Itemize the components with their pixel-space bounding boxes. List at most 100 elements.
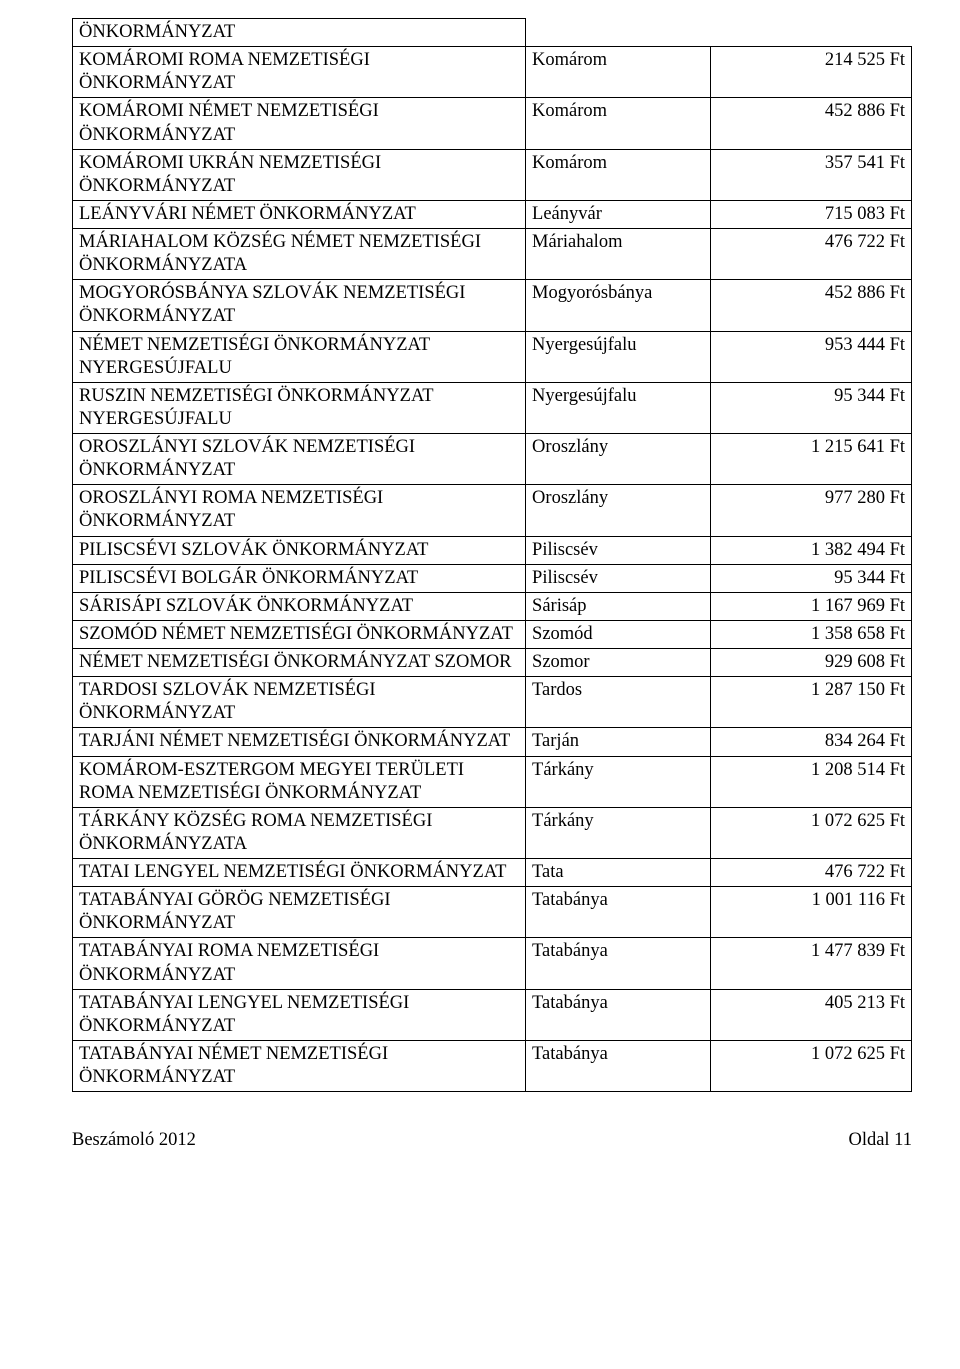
cell-place: Tata bbox=[526, 859, 711, 887]
cell-place: Mogyorósbánya bbox=[526, 280, 711, 331]
cell-place: Komárom bbox=[526, 149, 711, 200]
cell-amount: 95 344 Ft bbox=[710, 382, 911, 433]
cell-name: TATABÁNYAI GÖRÖG NEMZETISÉGI ÖNKORMÁNYZA… bbox=[73, 887, 526, 938]
cell-name: ÖNKORMÁNYZAT bbox=[73, 19, 526, 47]
cell-amount: 1 001 116 Ft bbox=[710, 887, 911, 938]
cell-amount: 1 072 625 Ft bbox=[710, 807, 911, 858]
cell-place: Tatabánya bbox=[526, 989, 711, 1040]
cell-amount: 715 083 Ft bbox=[710, 200, 911, 228]
cell-amount: 95 344 Ft bbox=[710, 564, 911, 592]
cell-place: Tarján bbox=[526, 728, 711, 756]
cell-place: Komárom bbox=[526, 47, 711, 98]
cell-amount: 1 382 494 Ft bbox=[710, 536, 911, 564]
cell-name: KOMÁROMI UKRÁN NEMZETISÉGI ÖNKORMÁNYZAT bbox=[73, 149, 526, 200]
table-row: KOMÁROMI UKRÁN NEMZETISÉGI ÖNKORMÁNYZATK… bbox=[73, 149, 912, 200]
cell-place: Leányvár bbox=[526, 200, 711, 228]
cell-place: Tatabánya bbox=[526, 1040, 711, 1091]
table-row: KOMÁROM-ESZTERGOM MEGYEI TERÜLETI ROMA N… bbox=[73, 756, 912, 807]
cell-place: Szomor bbox=[526, 649, 711, 677]
cell-amount: 476 722 Ft bbox=[710, 229, 911, 280]
cell-amount: 953 444 Ft bbox=[710, 331, 911, 382]
cell-place: Tatabánya bbox=[526, 887, 711, 938]
table-row: TATABÁNYAI LENGYEL NEMZETISÉGI ÖNKORMÁNY… bbox=[73, 989, 912, 1040]
cell-amount: 1 215 641 Ft bbox=[710, 434, 911, 485]
cell-amount: 834 264 Ft bbox=[710, 728, 911, 756]
cell-amount: 1 477 839 Ft bbox=[710, 938, 911, 989]
cell-place: Piliscsév bbox=[526, 536, 711, 564]
table-row: RUSZIN NEMZETISÉGI ÖNKORMÁNYZAT NYERGESÚ… bbox=[73, 382, 912, 433]
cell-amount: 1 167 969 Ft bbox=[710, 592, 911, 620]
cell-name: KOMÁROMI NÉMET NEMZETISÉGI ÖNKORMÁNYZAT bbox=[73, 98, 526, 149]
cell-name: OROSZLÁNYI SZLOVÁK NEMZETISÉGI ÖNKORMÁNY… bbox=[73, 434, 526, 485]
table-row: TÁRKÁNY KÖZSÉG ROMA NEMZETISÉGI ÖNKORMÁN… bbox=[73, 807, 912, 858]
table-row: NÉMET NEMZETISÉGI ÖNKORMÁNYZAT NYERGESÚJ… bbox=[73, 331, 912, 382]
table-row: OROSZLÁNYI SZLOVÁK NEMZETISÉGI ÖNKORMÁNY… bbox=[73, 434, 912, 485]
table-row: KOMÁROMI ROMA NEMZETISÉGI ÖNKORMÁNYZATKo… bbox=[73, 47, 912, 98]
table-row: TATABÁNYAI GÖRÖG NEMZETISÉGI ÖNKORMÁNYZA… bbox=[73, 887, 912, 938]
cell-amount: 214 525 Ft bbox=[710, 47, 911, 98]
cell-name: TATABÁNYAI ROMA NEMZETISÉGI ÖNKORMÁNYZAT bbox=[73, 938, 526, 989]
cell-place: Máriahalom bbox=[526, 229, 711, 280]
cell-amount: 977 280 Ft bbox=[710, 485, 911, 536]
table-row: OROSZLÁNYI ROMA NEMZETISÉGI ÖNKORMÁNYZAT… bbox=[73, 485, 912, 536]
cell-name: TATAI LENGYEL NEMZETISÉGI ÖNKORMÁNYZAT bbox=[73, 859, 526, 887]
cell-name: PILISCSÉVI SZLOVÁK ÖNKORMÁNYZAT bbox=[73, 536, 526, 564]
cell-place: Tardos bbox=[526, 677, 711, 728]
cell-place: Oroszlány bbox=[526, 434, 711, 485]
table-row: MÁRIAHALOM KÖZSÉG NÉMET NEMZETISÉGI ÖNKO… bbox=[73, 229, 912, 280]
cell-place: Tárkány bbox=[526, 807, 711, 858]
cell-place: Nyergesújfalu bbox=[526, 382, 711, 433]
table-row: TARJÁNI NÉMET NEMZETISÉGI ÖNKORMÁNYZATTa… bbox=[73, 728, 912, 756]
cell-empty bbox=[526, 19, 912, 47]
cell-name: NÉMET NEMZETISÉGI ÖNKORMÁNYZAT SZOMOR bbox=[73, 649, 526, 677]
table-row: TATABÁNYAI NÉMET NEMZETISÉGI ÖNKORMÁNYZA… bbox=[73, 1040, 912, 1091]
page-footer: Beszámoló 2012 Oldal 11 bbox=[72, 1130, 912, 1151]
cell-name: TATABÁNYAI LENGYEL NEMZETISÉGI ÖNKORMÁNY… bbox=[73, 989, 526, 1040]
cell-amount: 405 213 Ft bbox=[710, 989, 911, 1040]
cell-amount: 1 287 150 Ft bbox=[710, 677, 911, 728]
cell-amount: 452 886 Ft bbox=[710, 280, 911, 331]
table-row: NÉMET NEMZETISÉGI ÖNKORMÁNYZAT SZOMORSzo… bbox=[73, 649, 912, 677]
footer-right: Oldal 11 bbox=[848, 1130, 912, 1151]
cell-name: SÁRISÁPI SZLOVÁK ÖNKORMÁNYZAT bbox=[73, 592, 526, 620]
cell-name: MÁRIAHALOM KÖZSÉG NÉMET NEMZETISÉGI ÖNKO… bbox=[73, 229, 526, 280]
table-row: PILISCSÉVI SZLOVÁK ÖNKORMÁNYZATPiliscsév… bbox=[73, 536, 912, 564]
cell-amount: 357 541 Ft bbox=[710, 149, 911, 200]
cell-amount: 476 722 Ft bbox=[710, 859, 911, 887]
cell-name: TARDOSI SZLOVÁK NEMZETISÉGI ÖNKORMÁNYZAT bbox=[73, 677, 526, 728]
cell-amount: 929 608 Ft bbox=[710, 649, 911, 677]
cell-name: RUSZIN NEMZETISÉGI ÖNKORMÁNYZAT NYERGESÚ… bbox=[73, 382, 526, 433]
cell-name: TATABÁNYAI NÉMET NEMZETISÉGI ÖNKORMÁNYZA… bbox=[73, 1040, 526, 1091]
cell-name: KOMÁROMI ROMA NEMZETISÉGI ÖNKORMÁNYZAT bbox=[73, 47, 526, 98]
cell-place: Tatabánya bbox=[526, 938, 711, 989]
cell-name: MOGYORÓSBÁNYA SZLOVÁK NEMZETISÉGI ÖNKORM… bbox=[73, 280, 526, 331]
table-row: TARDOSI SZLOVÁK NEMZETISÉGI ÖNKORMÁNYZAT… bbox=[73, 677, 912, 728]
cell-amount: 1 072 625 Ft bbox=[710, 1040, 911, 1091]
table-row: LEÁNYVÁRI NÉMET ÖNKORMÁNYZATLeányvár715 … bbox=[73, 200, 912, 228]
page: ÖNKORMÁNYZATKOMÁROMI ROMA NEMZETISÉGI ÖN… bbox=[0, 0, 960, 1175]
cell-name: TÁRKÁNY KÖZSÉG ROMA NEMZETISÉGI ÖNKORMÁN… bbox=[73, 807, 526, 858]
cell-amount: 1 208 514 Ft bbox=[710, 756, 911, 807]
table-row-stub: ÖNKORMÁNYZAT bbox=[73, 19, 912, 47]
table-row: SZOMÓD NÉMET NEMZETISÉGI ÖNKORMÁNYZATSzo… bbox=[73, 620, 912, 648]
cell-amount: 452 886 Ft bbox=[710, 98, 911, 149]
cell-name: PILISCSÉVI BOLGÁR ÖNKORMÁNYZAT bbox=[73, 564, 526, 592]
table-row: MOGYORÓSBÁNYA SZLOVÁK NEMZETISÉGI ÖNKORM… bbox=[73, 280, 912, 331]
cell-name: LEÁNYVÁRI NÉMET ÖNKORMÁNYZAT bbox=[73, 200, 526, 228]
footer-left: Beszámoló 2012 bbox=[72, 1130, 196, 1151]
cell-place: Tárkány bbox=[526, 756, 711, 807]
cell-place: Piliscsév bbox=[526, 564, 711, 592]
cell-place: Sárisáp bbox=[526, 592, 711, 620]
cell-place: Komárom bbox=[526, 98, 711, 149]
table-row: TATAI LENGYEL NEMZETISÉGI ÖNKORMÁNYZATTa… bbox=[73, 859, 912, 887]
table-row: KOMÁROMI NÉMET NEMZETISÉGI ÖNKORMÁNYZATK… bbox=[73, 98, 912, 149]
cell-name: SZOMÓD NÉMET NEMZETISÉGI ÖNKORMÁNYZAT bbox=[73, 620, 526, 648]
cell-place: Szomód bbox=[526, 620, 711, 648]
table-row: TATABÁNYAI ROMA NEMZETISÉGI ÖNKORMÁNYZAT… bbox=[73, 938, 912, 989]
cell-amount: 1 358 658 Ft bbox=[710, 620, 911, 648]
cell-name: NÉMET NEMZETISÉGI ÖNKORMÁNYZAT NYERGESÚJ… bbox=[73, 331, 526, 382]
cell-name: KOMÁROM-ESZTERGOM MEGYEI TERÜLETI ROMA N… bbox=[73, 756, 526, 807]
table-row: PILISCSÉVI BOLGÁR ÖNKORMÁNYZATPiliscsév9… bbox=[73, 564, 912, 592]
cell-place: Oroszlány bbox=[526, 485, 711, 536]
cell-name: TARJÁNI NÉMET NEMZETISÉGI ÖNKORMÁNYZAT bbox=[73, 728, 526, 756]
